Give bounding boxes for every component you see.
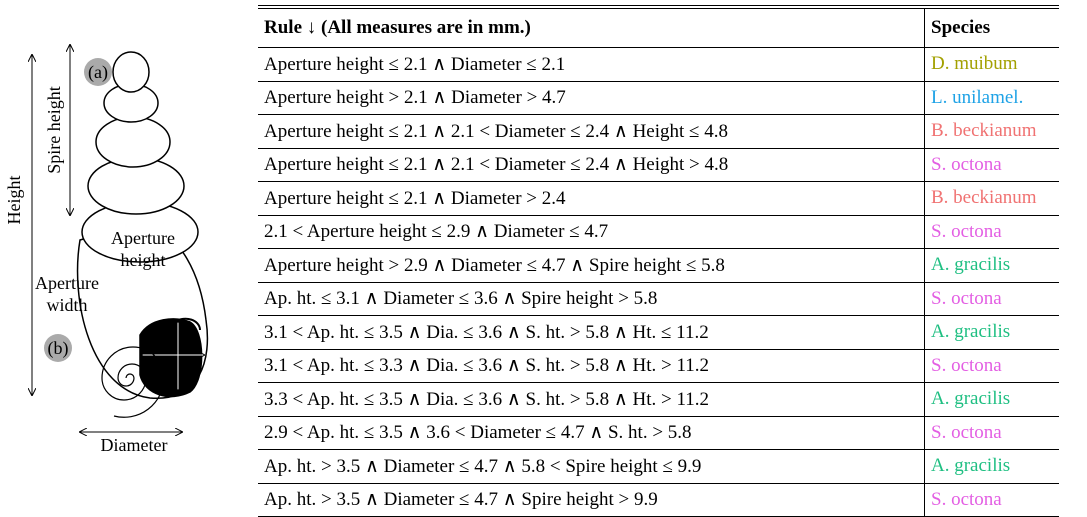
rule-cell: Aperture height > 2.1 ∧ Diameter > 4.7 — [258, 81, 925, 115]
species-cell: L. unilamel. — [925, 81, 1060, 115]
table-row: 3.1 < Ap. ht. ≤ 3.5 ∧ Dia. ≤ 3.6 ∧ S. ht… — [258, 316, 1059, 350]
species-cell: A. gracilis — [925, 383, 1060, 417]
rule-cell: 3.3 < Ap. ht. ≤ 3.5 ∧ Dia. ≤ 3.6 ∧ S. ht… — [258, 383, 925, 417]
diameter-label: Diameter — [101, 435, 168, 455]
species-cell: S. octona — [925, 148, 1060, 182]
aperture-height-label: Aperture height — [98, 227, 188, 271]
rule-cell: Aperture height ≤ 2.1 ∧ 2.1 < Diameter ≤… — [258, 148, 925, 182]
rule-cell: Ap. ht. > 3.5 ∧ Diameter ≤ 4.7 ∧ 5.8 < S… — [258, 450, 925, 484]
table-row: Ap. ht. > 3.5 ∧ Diameter ≤ 4.7 ∧ 5.8 < S… — [258, 450, 1059, 484]
species-cell: S. octona — [925, 483, 1060, 517]
table-row: Aperture height ≤ 2.1 ∧ 2.1 < Diameter ≤… — [258, 148, 1059, 182]
species-cell: B. beckianum — [925, 182, 1060, 216]
rule-cell: 3.1 < Ap. ht. ≤ 3.5 ∧ Dia. ≤ 3.6 ∧ S. ht… — [258, 316, 925, 350]
table-row: Ap. ht. ≤ 3.1 ∧ Diameter ≤ 3.6 ∧ Spire h… — [258, 282, 1059, 316]
shell — [78, 52, 208, 398]
rule-cell: Ap. ht. ≤ 3.1 ∧ Diameter ≤ 3.6 ∧ Spire h… — [258, 282, 925, 316]
species-cell: S. octona — [925, 282, 1060, 316]
label-b: (b) — [48, 338, 69, 359]
spire-label: Spire height — [44, 86, 64, 174]
header-row: Rule ↓ (All measures are in mm.) Species — [258, 7, 1059, 48]
rule-cell: 2.1 < Aperture height ≤ 2.9 ∧ Diameter ≤… — [258, 215, 925, 249]
height-label: Height — [4, 176, 24, 225]
rule-cell: Aperture height ≤ 2.1 ∧ Diameter > 2.4 — [258, 182, 925, 216]
rule-cell: Ap. ht. > 3.5 ∧ Diameter ≤ 4.7 ∧ Spire h… — [258, 483, 925, 517]
table-row: 2.9 < Ap. ht. ≤ 3.5 ∧ 3.6 < Diameter ≤ 4… — [258, 416, 1059, 450]
rule-cell: Aperture height ≤ 2.1 ∧ Diameter ≤ 2.1 — [258, 48, 925, 82]
table-row: Aperture height > 2.9 ∧ Diameter ≤ 4.7 ∧… — [258, 249, 1059, 283]
table-row: Ap. ht. > 3.5 ∧ Diameter ≤ 4.7 ∧ Spire h… — [258, 483, 1059, 517]
page: (a) (b) Height Spire height Diameter Ape… — [0, 0, 1087, 507]
species-cell: S. octona — [925, 416, 1060, 450]
aperture-width-label: Aperture width — [28, 272, 106, 316]
rule-cell: Aperture height ≤ 2.1 ∧ 2.1 < Diameter ≤… — [258, 115, 925, 149]
species-cell: D. muibum — [925, 48, 1060, 82]
species-cell: A. gracilis — [925, 249, 1060, 283]
rules-table: Rule ↓ (All measures are in mm.) Species… — [258, 5, 1059, 517]
table-row: 3.1 < Ap. ht. ≤ 3.3 ∧ Dia. ≤ 3.6 ∧ S. ht… — [258, 349, 1059, 383]
header-cell: Species — [925, 7, 1060, 48]
table-row: 2.1 < Aperture height ≤ 2.9 ∧ Diameter ≤… — [258, 215, 1059, 249]
species-cell: B. beckianum — [925, 115, 1060, 149]
species-cell: S. octona — [925, 215, 1060, 249]
rule-cell: 2.9 < Ap. ht. ≤ 3.5 ∧ 3.6 < Diameter ≤ 4… — [258, 416, 925, 450]
species-cell: S. octona — [925, 349, 1060, 383]
rule-cell: 3.1 < Ap. ht. ≤ 3.3 ∧ Dia. ≤ 3.6 ∧ S. ht… — [258, 349, 925, 383]
table-row: 3.3 < Ap. ht. ≤ 3.5 ∧ Dia. ≤ 3.6 ∧ S. ht… — [258, 383, 1059, 417]
species-cell: A. gracilis — [925, 316, 1060, 350]
rule-cell: Aperture height > 2.9 ∧ Diameter ≤ 4.7 ∧… — [258, 249, 925, 283]
label-a: (a) — [88, 62, 108, 83]
species-cell: A. gracilis — [925, 450, 1060, 484]
table-row: Aperture height ≤ 2.1 ∧ 2.1 < Diameter ≤… — [258, 115, 1059, 149]
header-cell: Rule ↓ (All measures are in mm.) — [258, 7, 925, 48]
